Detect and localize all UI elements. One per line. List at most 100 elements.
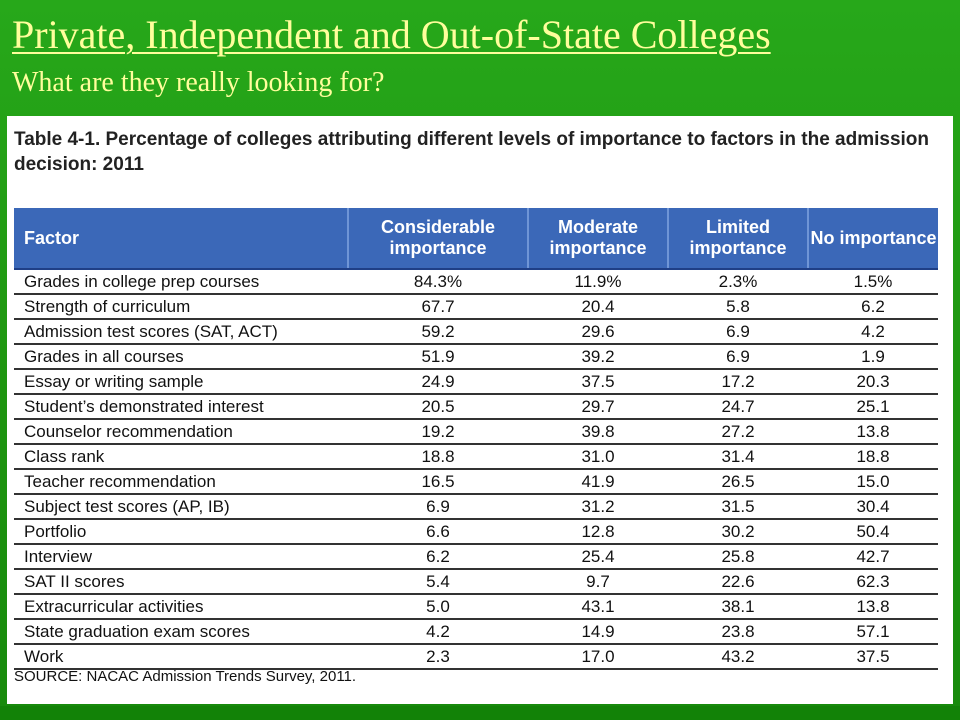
factor-cell: Teacher recommendation <box>14 469 348 495</box>
moderate-cell: 31.0 <box>528 444 668 470</box>
considerable-cell: 19.2 <box>348 419 528 445</box>
considerable-cell: 6.2 <box>348 544 528 570</box>
column-header-limited: Limited importance <box>667 208 808 270</box>
limited-cell: 31.4 <box>668 444 808 470</box>
limited-cell: 31.5 <box>668 494 808 520</box>
factor-cell: Essay or writing sample <box>14 369 348 395</box>
slide-title: Private, Independent and Out-of-State Co… <box>12 12 771 57</box>
moderate-cell: 12.8 <box>528 519 668 545</box>
column-header-moderate: Moderate importance <box>527 208 668 270</box>
factor-cell: Work <box>14 644 348 670</box>
factor-cell: State graduation exam scores <box>14 619 348 645</box>
limited-cell: 2.3% <box>668 268 808 295</box>
limited-cell: 27.2 <box>668 419 808 445</box>
limited-cell: 24.7 <box>668 394 808 420</box>
moderate-cell: 39.2 <box>528 344 668 370</box>
limited-cell: 23.8 <box>668 619 808 645</box>
moderate-cell: 14.9 <box>528 619 668 645</box>
none-cell: 20.3 <box>808 369 938 395</box>
considerable-cell: 16.5 <box>348 469 528 495</box>
admission-factors-table: Factor Considerable importance Moderate … <box>14 208 938 670</box>
limited-cell: 43.2 <box>668 644 808 670</box>
table-header-row: Factor Considerable importance Moderate … <box>14 208 938 270</box>
none-cell: 13.8 <box>808 594 938 620</box>
table-row: State graduation exam scores 4.2 14.9 23.8 5… <box>14 619 938 645</box>
table-caption: Table 4-1. Percentage of colleges attrib… <box>14 129 930 175</box>
factor-cell: Admission test scores (SAT, ACT) <box>14 319 348 345</box>
moderate-cell: 29.6 <box>528 319 668 345</box>
factor-cell: Student’s demonstrated interest <box>14 394 348 420</box>
table-row: Extracurricular activities 5.0 43.1 38.1 13.… <box>14 594 938 620</box>
moderate-cell: 29.7 <box>528 394 668 420</box>
table-body: Grades in college prep courses 84.3% 11.9%… <box>14 268 938 670</box>
table-row: Admission test scores (SAT, ACT) 59.2 29.6… <box>14 319 938 345</box>
considerable-cell: 67.7 <box>348 294 528 320</box>
factor-cell: Grades in all courses <box>14 344 348 370</box>
table-row: Work 2.3 17.0 43.2 37.5 <box>14 644 938 670</box>
considerable-cell: 5.4 <box>348 569 528 595</box>
table-row: Student’s demonstrated interest 20.5 29.7 2… <box>14 394 938 420</box>
none-cell: 15.0 <box>808 469 938 495</box>
none-cell: 57.1 <box>808 619 938 645</box>
moderate-cell: 11.9% <box>528 268 668 295</box>
moderate-cell: 37.5 <box>528 369 668 395</box>
limited-cell: 22.6 <box>668 569 808 595</box>
factor-cell: Interview <box>14 544 348 570</box>
moderate-cell: 39.8 <box>528 419 668 445</box>
considerable-cell: 6.9 <box>348 494 528 520</box>
column-header-none: No importance <box>807 208 938 270</box>
moderate-cell: 9.7 <box>528 569 668 595</box>
limited-cell: 6.9 <box>668 344 808 370</box>
slide-subtitle: What are they really looking for? <box>12 67 385 98</box>
moderate-cell: 31.2 <box>528 494 668 520</box>
factor-cell: Portfolio <box>14 519 348 545</box>
considerable-cell: 2.3 <box>348 644 528 670</box>
considerable-cell: 4.2 <box>348 619 528 645</box>
none-cell: 4.2 <box>808 319 938 345</box>
none-cell: 13.8 <box>808 419 938 445</box>
limited-cell: 26.5 <box>668 469 808 495</box>
limited-cell: 25.8 <box>668 544 808 570</box>
considerable-cell: 20.5 <box>348 394 528 420</box>
none-cell: 25.1 <box>808 394 938 420</box>
none-cell: 1.5% <box>808 268 938 295</box>
column-header-considerable: Considerable importance <box>347 208 528 270</box>
factor-cell: Strength of curriculum <box>14 294 348 320</box>
table-row: Teacher recommendation 16.5 41.9 26.5 15.0 <box>14 469 938 495</box>
table-row: Interview 6.2 25.4 25.8 42.7 <box>14 544 938 570</box>
none-cell: 1.9 <box>808 344 938 370</box>
moderate-cell: 43.1 <box>528 594 668 620</box>
considerable-cell: 84.3% <box>348 268 528 295</box>
none-cell: 30.4 <box>808 494 938 520</box>
factor-cell: Counselor recommendation <box>14 419 348 445</box>
table-row: SAT II scores 5.4 9.7 22.6 62.3 <box>14 569 938 595</box>
factor-cell: Subject test scores (AP, IB) <box>14 494 348 520</box>
limited-cell: 38.1 <box>668 594 808 620</box>
considerable-cell: 5.0 <box>348 594 528 620</box>
limited-cell: 5.8 <box>668 294 808 320</box>
limited-cell: 17.2 <box>668 369 808 395</box>
limited-cell: 6.9 <box>668 319 808 345</box>
table-row: Class rank 18.8 31.0 31.4 18.8 <box>14 444 938 470</box>
table-row: Grades in all courses 51.9 39.2 6.9 1.9 <box>14 344 938 370</box>
table-row: Portfolio 6.6 12.8 30.2 50.4 <box>14 519 938 545</box>
table-row: Subject test scores (AP, IB) 6.9 31.2 31.5 3… <box>14 494 938 520</box>
factor-cell: Grades in college prep courses <box>14 268 348 295</box>
moderate-cell: 17.0 <box>528 644 668 670</box>
moderate-cell: 41.9 <box>528 469 668 495</box>
moderate-cell: 25.4 <box>528 544 668 570</box>
factor-cell: SAT II scores <box>14 569 348 595</box>
considerable-cell: 51.9 <box>348 344 528 370</box>
table-row: Strength of curriculum 67.7 20.4 5.8 6.2 <box>14 294 938 320</box>
considerable-cell: 59.2 <box>348 319 528 345</box>
factor-cell: Extracurricular activities <box>14 594 348 620</box>
table-row: Essay or writing sample 24.9 37.5 17.2 20.3 <box>14 369 938 395</box>
moderate-cell: 20.4 <box>528 294 668 320</box>
none-cell: 42.7 <box>808 544 938 570</box>
considerable-cell: 24.9 <box>348 369 528 395</box>
limited-cell: 30.2 <box>668 519 808 545</box>
considerable-cell: 18.8 <box>348 444 528 470</box>
table-row: Grades in college prep courses 84.3% 11.9%… <box>14 268 938 295</box>
source-note: SOURCE: NACAC Admission Trends Survey, 2… <box>14 668 357 685</box>
none-cell: 37.5 <box>808 644 938 670</box>
